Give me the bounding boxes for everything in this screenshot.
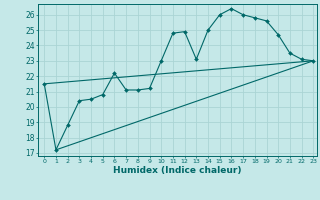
X-axis label: Humidex (Indice chaleur): Humidex (Indice chaleur) (113, 166, 242, 175)
